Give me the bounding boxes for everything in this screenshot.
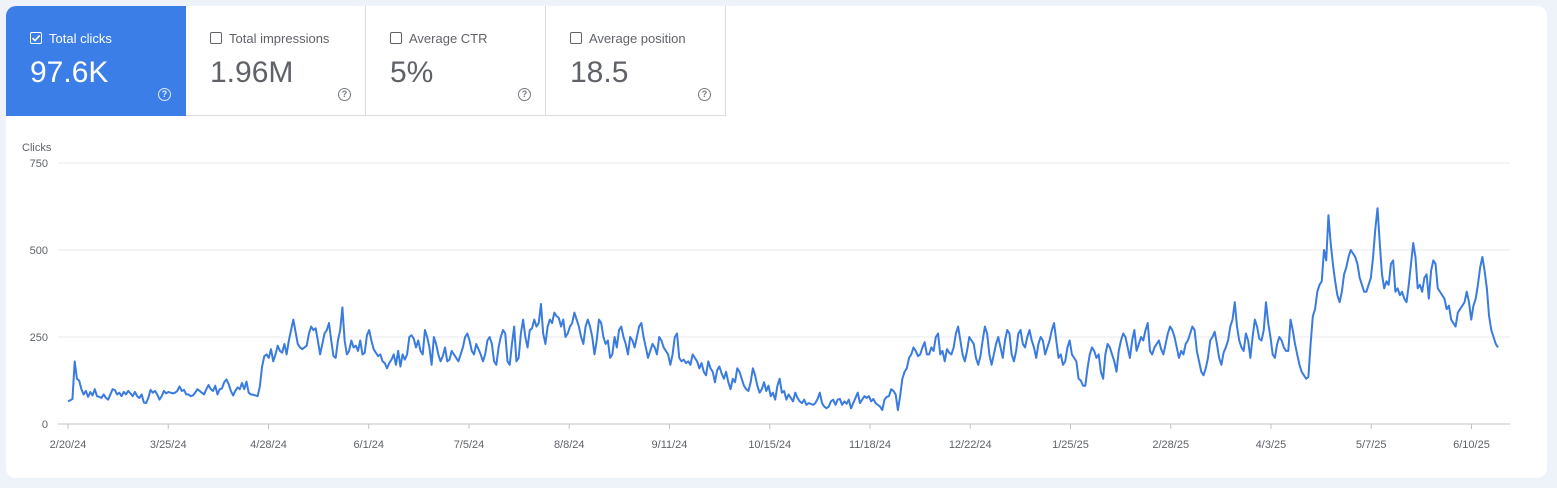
x-tick-label: 8/8/24 [554, 439, 585, 451]
x-axis-ticks: 2/20/24 3/25/24 4/28/24 6/1/24 7/5/24 8/8/24 9… [50, 424, 1490, 451]
metric-value: 5% [390, 56, 434, 89]
clicks-line-chart[interactable]: Clicks 0 250 500 750 2/20/24 3/25/24 4/28/24 6… [6, 6, 1547, 478]
checkbox-checked-icon[interactable] [30, 32, 42, 44]
performance-card: Total clicks 97.6K ? Total impressions 1… [6, 6, 1547, 478]
x-tick-label: 6/1/24 [353, 439, 384, 451]
x-tick-label: 6/10/25 [1453, 439, 1490, 451]
metric-average-ctr[interactable]: Average CTR 5% ? [366, 6, 546, 116]
help-icon[interactable]: ? [698, 88, 711, 101]
series-line [67, 207, 1499, 412]
metric-value: 18.5 [570, 56, 629, 89]
metric-label: Total clicks [49, 31, 112, 46]
metric-label: Total impressions [229, 31, 330, 46]
x-tick-label: 11/18/24 [849, 439, 891, 451]
x-tick-label: 4/3/25 [1256, 439, 1287, 451]
metric-tabs: Total clicks 97.6K ? Total impressions 1… [6, 6, 726, 116]
metric-label: Average CTR [409, 31, 488, 46]
metric-total-clicks[interactable]: Total clicks 97.6K ? [6, 6, 186, 116]
y-tick-label: 750 [30, 158, 48, 170]
chart-series [67, 207, 1499, 412]
help-icon[interactable]: ? [518, 88, 531, 101]
chart-grid: 0 250 500 750 [30, 158, 1510, 431]
metric-value: 97.6K [30, 56, 109, 89]
y-tick-label: 500 [30, 245, 48, 257]
x-tick-label: 4/28/24 [250, 439, 287, 451]
metric-label: Average position [589, 31, 686, 46]
help-icon[interactable]: ? [338, 88, 351, 101]
y-tick-label: 0 [42, 419, 48, 431]
help-icon[interactable]: ? [158, 88, 171, 101]
metric-average-position[interactable]: Average position 18.5 ? [546, 6, 726, 116]
x-tick-label: 12/22/24 [949, 439, 992, 451]
y-tick-label: 250 [30, 332, 48, 344]
x-tick-label: 3/25/24 [150, 439, 187, 451]
x-tick-label: 9/11/24 [652, 439, 688, 451]
x-tick-label: 2/28/25 [1152, 439, 1189, 451]
x-tick-label: 10/15/24 [748, 439, 791, 451]
checkbox-icon[interactable] [570, 32, 582, 44]
metric-value: 1.96M [210, 56, 294, 89]
metric-total-impressions[interactable]: Total impressions 1.96M ? [186, 6, 366, 116]
y-axis-label: Clicks [22, 142, 52, 154]
x-tick-label: 2/20/24 [50, 439, 87, 451]
x-tick-label: 1/25/25 [1052, 439, 1089, 451]
checkbox-icon[interactable] [390, 32, 402, 44]
x-tick-label: 7/5/24 [454, 439, 485, 451]
x-tick-label: 5/7/25 [1356, 439, 1387, 451]
checkbox-icon[interactable] [210, 32, 222, 44]
